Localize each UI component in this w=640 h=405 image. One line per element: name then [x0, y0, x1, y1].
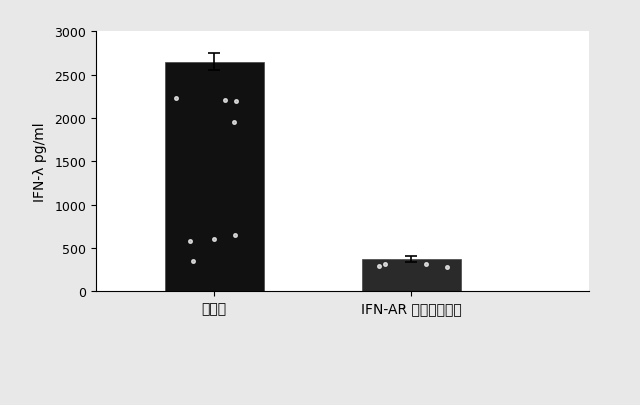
Point	[220, 98, 230, 104]
Point	[374, 263, 384, 270]
Point	[186, 238, 196, 245]
Point	[230, 98, 241, 105]
Bar	[362, 260, 461, 292]
Point	[228, 120, 239, 126]
Point	[188, 258, 198, 264]
Y-axis label: IFN-λ pg/ml: IFN-λ pg/ml	[33, 122, 47, 202]
Point	[209, 237, 220, 243]
Point	[230, 232, 240, 239]
Bar	[165, 63, 264, 292]
Point	[380, 261, 390, 267]
Point	[442, 264, 452, 271]
Point	[172, 96, 182, 102]
Point	[421, 262, 431, 268]
